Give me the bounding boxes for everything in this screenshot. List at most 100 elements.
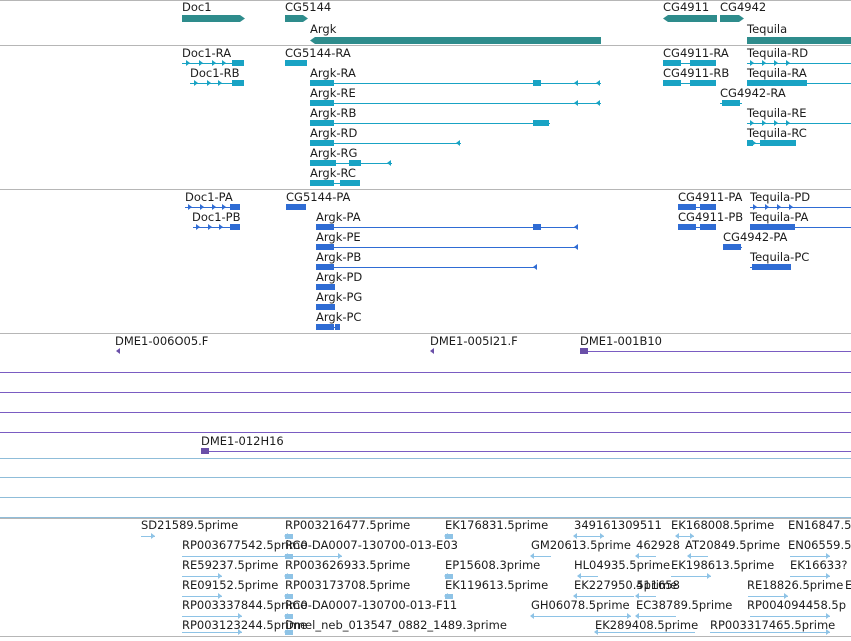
est-arrow-left-icon [635,613,639,619]
est-arrow-left-icon [444,533,448,539]
est-arrow-left-icon [530,553,534,559]
clone-line [0,412,851,413]
est-alignment [182,632,242,633]
cds-tequila-pd-arrow-right-icon [753,204,757,210]
gene-tequila[interactable] [747,37,851,44]
est-label: RP003337844.5prime [182,598,308,612]
cds-tequila-pa-exon [750,224,795,230]
cds-tequila-pd-arrow-right-icon [777,204,781,210]
mrna-doc1-ra-arrow-right-icon [212,60,216,66]
est-label: EK16633? [790,558,848,572]
cds-cg4911-pa-arrow-left-icon [691,204,695,210]
cds-label: Argk-PA [316,210,361,224]
est-label: Dmel_neb_013547_0882_1489.3prime [285,618,507,632]
est-label: EK119613.5prime [445,578,549,592]
est-alignment [141,536,155,537]
cds-argk-pd [316,284,335,290]
cds-tequila-pd-arrow-right-icon [789,204,793,210]
cds-label: Argk-PB [316,250,362,264]
cds-tequila-pd-arrow-right-icon [765,204,769,210]
est-arrow-left-icon [444,593,448,599]
est-block [285,614,293,619]
cds-argk-pa-exon [533,224,541,230]
mrna-label: Argk-RD [310,126,358,140]
cds-tequila-pa-intron [750,227,851,228]
mrna-doc1-rb-intron [190,83,244,84]
mrna-argk-rg-arrow-left-icon [387,160,391,166]
cds-doc1-pa-exon [230,204,240,210]
est-arrow-right-icon [218,573,222,579]
mrna-tequila-re-arrow-right-icon [786,120,790,126]
est-arrow-left-icon [284,553,288,559]
gene-doc1 [182,15,245,22]
est-alignment [710,632,830,633]
clone-label: DME1-005I21.F [430,334,518,348]
cds-argk-pa-exon [316,224,334,230]
mrna-label: Argk-RG [310,146,358,160]
cds-label: Argk-PC [316,310,362,324]
cds-cg4911-pa-exon [678,204,696,210]
est-arrow-right-icon [151,533,155,539]
gene-label-doc1: Doc1 [182,0,212,14]
est-arrow-right-icon [238,629,242,635]
est-label: RC0-DA0007-130700-013-F11 [285,598,458,612]
cds-label: CG4911-PB [678,210,744,224]
mrna-tequila-rc-arrow-right-icon [752,140,756,146]
cds-label: Doc1-PA [185,190,233,204]
clone-dme1-005i21f-arrow-left-icon [430,348,434,354]
mrna-argk-ra-arrow-left-icon [574,80,578,86]
track-separator [0,518,851,519]
est-label: HL04935.5prime [574,558,671,572]
mrna-cg4911-ra-arrow-left-icon [676,60,680,66]
est-alignment [595,632,695,633]
mrna-tequila-rd-intron [747,63,851,64]
est-arrow-left-icon [687,553,691,559]
cds-argk-pb-intron [316,267,537,268]
mrna-cg4911-rb-intron [663,83,716,84]
mrna-cg4911-ra-exon [690,60,716,66]
clone-dme1-001b10-start [580,348,588,354]
est-arrow-right-icon [826,573,830,579]
est-label: EK176831.5prime [445,518,549,532]
est-block [285,554,293,559]
cds-doc1-pa-arrow-right-icon [222,204,226,210]
est-block [285,630,293,635]
cds-doc1-pb-arrow-right-icon [208,224,212,230]
mrna-cg4911-rb-exon [690,80,716,86]
track-separator [0,189,851,190]
est-block [445,574,453,579]
est-label: EN06559.5 [788,538,851,552]
mrna-argk-re-arrow-left-icon [574,100,578,106]
mrna-argk-rg-exon [349,160,361,166]
cds-doc1-pa-arrow-right-icon [200,204,204,210]
est-arrow-right-icon [707,573,711,579]
est-alignment [182,556,342,557]
cds-label: Tequila-PD [750,190,811,204]
est-label: EN16847.5 [788,518,851,532]
est-label: RP003216477.5prime [285,518,411,532]
mrna-label: Tequila-RE [747,106,807,120]
est-label: GM20613.5prime [531,538,631,552]
est-alignment [790,576,830,577]
est-line [0,458,851,459]
mrna-label: Doc1-RB [190,66,240,80]
gene-cg5144 [285,15,308,22]
est-line [0,517,851,518]
cds-label: Tequila-PA [750,210,809,224]
mrna-cg4942-ra-exon [722,100,740,106]
est-alignment [182,616,242,617]
est-arrow-left-icon [444,573,448,579]
cds-argk-pe-intron [316,247,578,248]
cds-doc1-pb-exon [230,224,240,230]
clone-label: DME1-006O05.F [115,334,209,348]
mrna-doc1-ra-arrow-right-icon [222,60,226,66]
cds-doc1-pa-arrow-right-icon [212,204,216,210]
mrna-doc1-ra-arrow-right-icon [199,60,203,66]
mrna-doc1-rb-exon [232,80,244,86]
cds-label: Tequila-PC [750,250,810,264]
mrna-argk-ra-exon [533,80,541,86]
cds-doc1-pb-arrow-right-icon [196,224,200,230]
mrna-argk-re-arrow-left-icon [596,100,600,106]
est-label: RC0-DA0007-130700-013-E03 [285,538,458,552]
